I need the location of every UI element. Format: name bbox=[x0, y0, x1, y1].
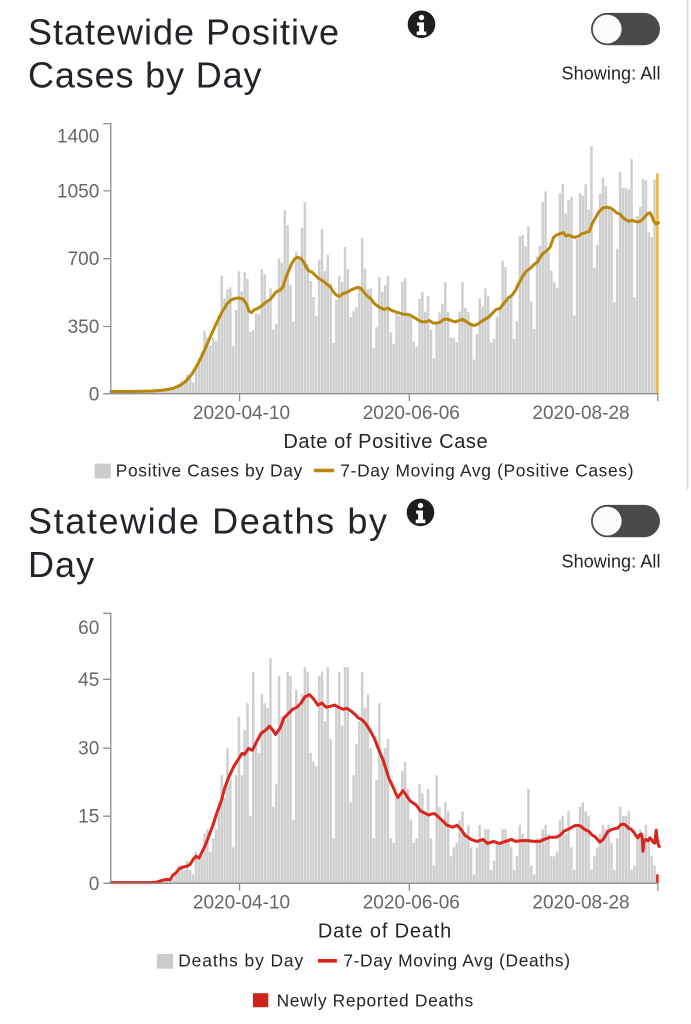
svg-text:7-Day Moving Avg (Deaths): 7-Day Moving Avg (Deaths) bbox=[343, 951, 570, 971]
svg-text:Date of Death: Date of Death bbox=[318, 921, 451, 943]
svg-text:Deaths by Day: Deaths by Day bbox=[178, 951, 303, 971]
svg-text:Cases by Day: Cases by Day bbox=[28, 54, 262, 95]
svg-text:1400: 1400 bbox=[57, 127, 99, 148]
svg-text:Statewide Positive: Statewide Positive bbox=[28, 12, 339, 53]
svg-text:Positive Cases by Day: Positive Cases by Day bbox=[116, 460, 303, 480]
svg-text:2020-08-28: 2020-08-28 bbox=[532, 403, 629, 424]
svg-text:0: 0 bbox=[89, 874, 100, 895]
svg-text:700: 700 bbox=[68, 249, 100, 270]
svg-text:2020-08-28: 2020-08-28 bbox=[532, 893, 629, 914]
svg-text:45: 45 bbox=[78, 670, 99, 691]
svg-text:0: 0 bbox=[89, 385, 100, 406]
svg-text:15: 15 bbox=[78, 807, 99, 828]
svg-text:350: 350 bbox=[68, 317, 100, 338]
svg-text:7-Day Moving Avg (Positive Cas: 7-Day Moving Avg (Positive Cases) bbox=[340, 460, 633, 480]
svg-text:1050: 1050 bbox=[57, 181, 99, 202]
svg-text:2020-06-06: 2020-06-06 bbox=[363, 893, 460, 914]
svg-text:Date of Positive Case: Date of Positive Case bbox=[283, 431, 487, 453]
svg-text:Showing: All: Showing: All bbox=[562, 552, 661, 572]
svg-text:2020-04-10: 2020-04-10 bbox=[193, 893, 290, 914]
svg-text:Showing: All: Showing: All bbox=[562, 63, 661, 83]
svg-text:Day: Day bbox=[28, 544, 94, 585]
svg-text:30: 30 bbox=[78, 739, 99, 760]
svg-text:Statewide Deaths by: Statewide Deaths by bbox=[28, 501, 387, 542]
svg-text:2020-04-10: 2020-04-10 bbox=[193, 403, 290, 424]
svg-text:Newly Reported Deaths: Newly Reported Deaths bbox=[277, 990, 474, 1010]
svg-text:60: 60 bbox=[78, 618, 99, 639]
svg-text:2020-06-06: 2020-06-06 bbox=[363, 403, 460, 424]
